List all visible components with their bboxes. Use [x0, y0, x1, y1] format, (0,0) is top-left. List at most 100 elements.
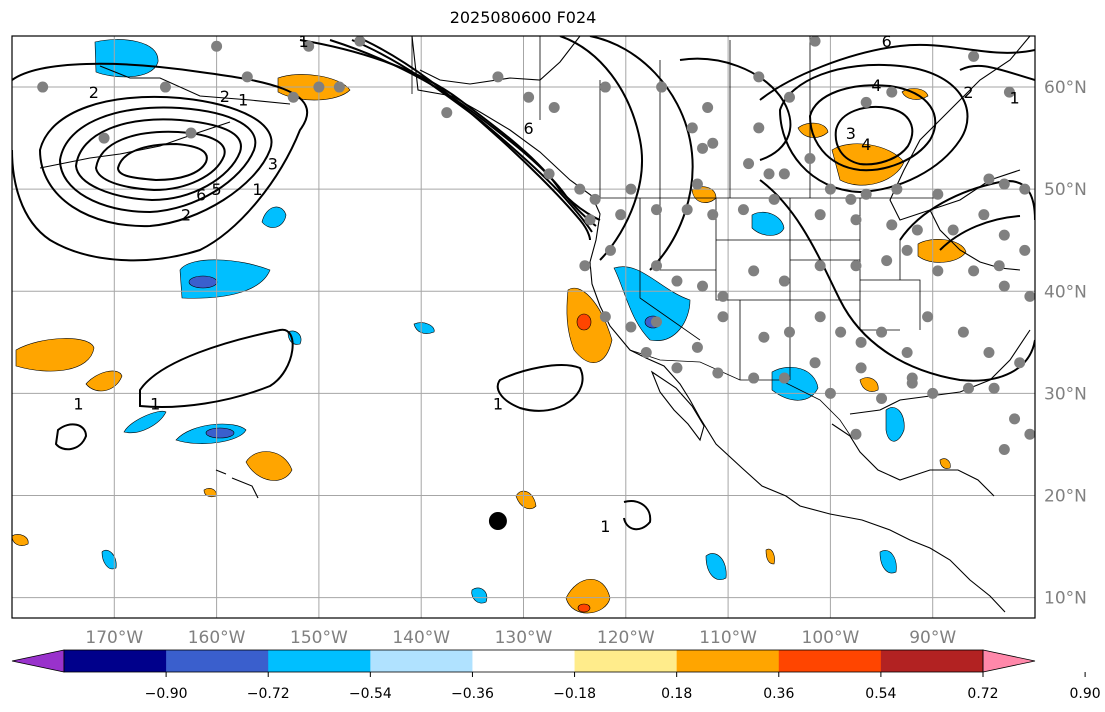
station-point [354, 36, 366, 47]
contour-line [12, 62, 309, 262]
contour-label: 3 [268, 155, 278, 174]
map-frame [11, 35, 1036, 619]
coastline [831, 423, 995, 497]
station-point [814, 209, 826, 221]
shaded-region [12, 534, 29, 546]
station-point [737, 204, 749, 216]
station-point [37, 81, 49, 93]
longitude-tick-label: 160°W [188, 628, 246, 648]
station-point [860, 96, 872, 108]
station-point [98, 132, 110, 144]
contour-line [759, 43, 1035, 101]
station-point [671, 275, 683, 287]
station-point [615, 209, 627, 221]
station-point [993, 260, 1005, 272]
colorbar-segment [880, 650, 984, 672]
shaded-region [15, 338, 95, 372]
colorbar-tick-label: −0.72 [247, 686, 290, 702]
station-point [584, 214, 596, 226]
contour-line [139, 328, 294, 409]
contour-line [808, 84, 937, 172]
station-point [850, 214, 862, 226]
station-point [998, 280, 1010, 292]
colorbar-labels: −0.90 −0.72 −0.54 −0.36 −0.18 0.18 0.36 0.54 0.7… [145, 686, 1101, 702]
coastline [419, 36, 581, 85]
station-point [712, 367, 724, 379]
station-point [886, 219, 898, 231]
shaded-region [879, 550, 897, 574]
station-point [968, 265, 980, 277]
station-point [978, 209, 990, 221]
shaded-region [188, 275, 218, 289]
shaded-region [261, 206, 287, 228]
shaded-region [205, 427, 235, 439]
contour-line [939, 215, 1021, 251]
station-point [783, 326, 795, 338]
station-point [686, 122, 698, 134]
station-point [998, 178, 1010, 190]
contour-line [623, 500, 652, 531]
contour-line [299, 39, 601, 221]
station-point [717, 290, 729, 302]
station-point [957, 326, 969, 338]
contour-line [589, 36, 694, 271]
coastline [650, 370, 705, 442]
shaded-region [94, 39, 159, 78]
station-point [441, 107, 453, 119]
station-point [681, 204, 693, 216]
shaded-region [203, 488, 217, 498]
station-point [1019, 244, 1031, 256]
station-point [604, 244, 616, 256]
shaded-region [885, 407, 905, 442]
colorbar-segment [64, 650, 167, 672]
contour-line [363, 39, 591, 241]
coastline [99, 65, 291, 105]
station-point [548, 101, 560, 113]
contour-line [94, 130, 226, 192]
station-point [983, 347, 995, 359]
station-point [809, 357, 821, 369]
contour-label: 1 [1009, 88, 1019, 107]
contour-label: 1 [238, 90, 248, 109]
latitude-tick-label: 30°N [1044, 384, 1087, 404]
station-point [1009, 413, 1021, 425]
station-point [876, 326, 888, 338]
station-point [185, 127, 197, 139]
station-point [886, 86, 898, 98]
contour-label: 2 [220, 87, 230, 106]
coastline [849, 329, 1031, 415]
longitude-tick-label: 100°W [802, 628, 860, 648]
station-point [543, 168, 555, 180]
station-point [901, 347, 913, 359]
station-point [927, 387, 939, 399]
colorbar-segment [166, 650, 269, 672]
station-point [932, 265, 944, 277]
coastline [215, 469, 259, 499]
border-us-mexico [629, 349, 853, 439]
station-point [988, 382, 1000, 394]
station-point [650, 316, 662, 328]
latitude-labels: 60°N 50°N 40°N 30°N 20°N 10°N [1044, 78, 1087, 609]
colorbar-tick-label: −0.54 [349, 686, 392, 702]
contour-label: 2 [181, 206, 191, 225]
station-point [656, 81, 668, 93]
contour-line [329, 39, 597, 227]
shaded-region [859, 377, 879, 392]
station-point [625, 183, 637, 195]
station-point [881, 255, 893, 267]
colorbar [11, 649, 1086, 677]
station-point [814, 311, 826, 323]
station-point [845, 193, 857, 205]
shaded-region [179, 259, 271, 299]
station-point [702, 101, 714, 113]
station-point [860, 188, 872, 200]
station-point [159, 81, 171, 93]
station-point [778, 168, 790, 180]
coastline [889, 36, 1031, 221]
shaded-region [123, 410, 167, 434]
longitude-tick-label: 130°W [495, 628, 553, 648]
station-point [998, 229, 1010, 241]
station-point [579, 260, 591, 272]
station-point [707, 209, 719, 221]
station-point [932, 188, 944, 200]
